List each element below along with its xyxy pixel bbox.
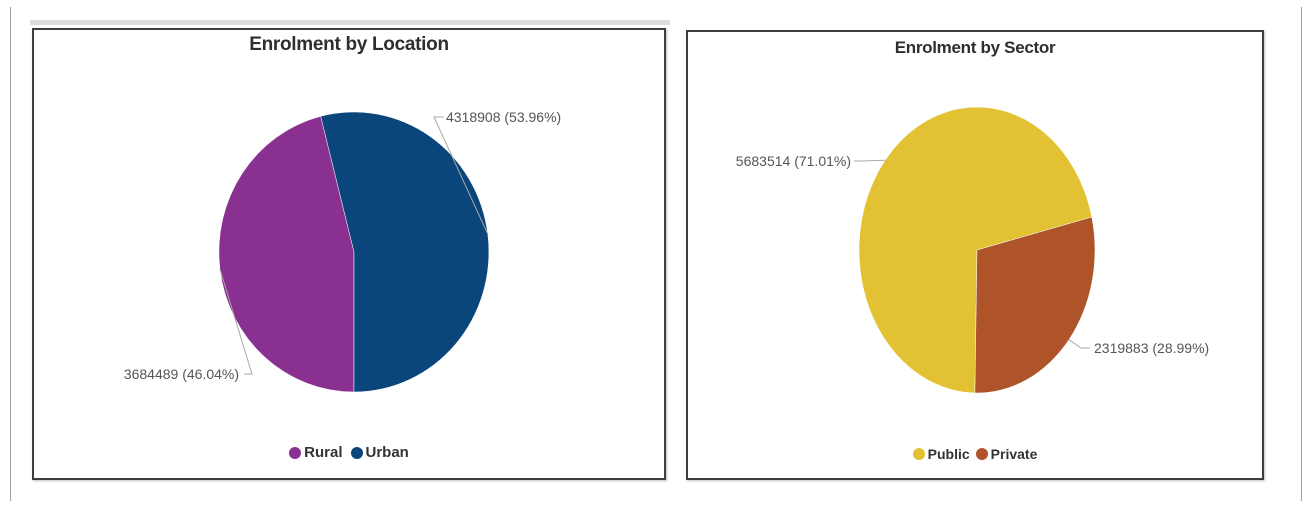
pie-chart-sector: 5683514 (71.01%) 2319883 (28.99%) [736, 106, 1209, 394]
legend-item-urban[interactable]: Urban [350, 444, 409, 461]
leader-line [1068, 339, 1090, 349]
legend-item-private[interactable]: Private [975, 446, 1038, 462]
pie-chart-location: 3684489 (46.04%) 4318908 (53.96%) [124, 109, 561, 393]
data-label: 4318908 (53.96%) [446, 109, 561, 125]
legend-item-public[interactable]: Public [912, 446, 970, 462]
chart-panel-sector: Enrolment by Sector 5683514 (71.01%) 2319… [686, 30, 1264, 480]
legend-swatch-public [912, 448, 925, 460]
legend-label: Private [990, 446, 1038, 462]
chart-panel-location: Enrolment by Location 3684489 (46.04%) 43… [32, 28, 666, 480]
legend-item-rural[interactable]: Rural [289, 444, 343, 461]
legend-swatch-private [975, 448, 988, 460]
pie-slice-private[interactable] [974, 216, 1096, 394]
legend-label: Public [927, 446, 970, 462]
legend: Public Private [688, 446, 1262, 462]
legend-swatch-urban [350, 446, 363, 459]
report-frame [10, 7, 1302, 501]
legend-label: Urban [365, 444, 409, 461]
leader-line [854, 159, 886, 162]
data-label: 3684489 (46.04%) [124, 366, 239, 382]
legend-swatch-rural [289, 446, 302, 459]
chart-title: Enrolment by Sector [894, 38, 1056, 57]
pie-slice-rural[interactable] [218, 115, 355, 393]
top-divider [30, 20, 670, 25]
legend: Rural Urban [34, 444, 664, 461]
leader-line [219, 269, 253, 375]
legend-label: Rural [304, 444, 343, 461]
pie-slice-public[interactable] [858, 106, 1093, 394]
data-label: 5683514 (71.01%) [736, 153, 851, 169]
leader-line [433, 116, 489, 235]
data-label: 2319883 (28.99%) [1094, 340, 1209, 356]
chart-title: Enrolment by Location [249, 34, 449, 55]
